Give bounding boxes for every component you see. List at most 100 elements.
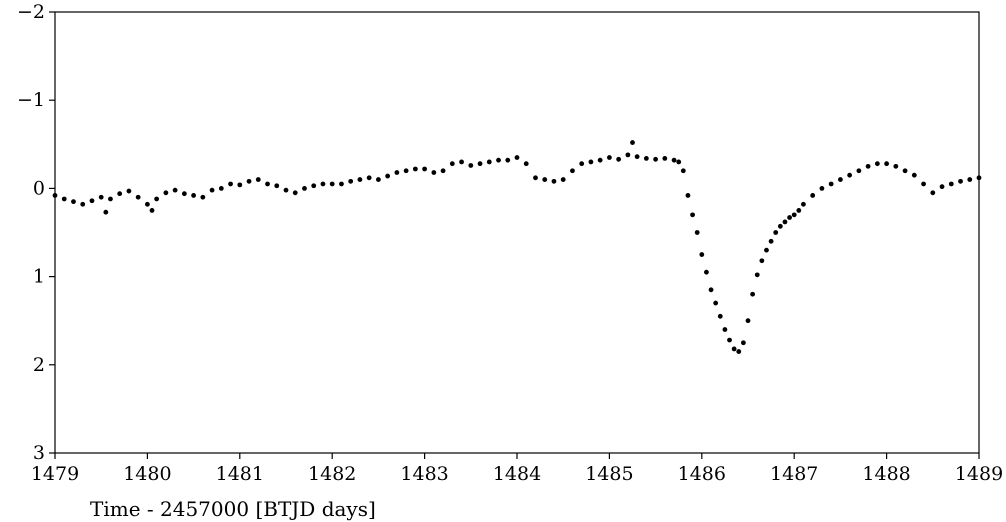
data-point <box>768 238 774 244</box>
data-point <box>403 168 409 174</box>
data-point <box>71 199 76 205</box>
data-point <box>376 177 381 182</box>
data-point <box>787 215 792 220</box>
data-point <box>819 186 825 191</box>
data-point <box>422 166 427 172</box>
data-point <box>616 156 622 162</box>
x-axis-ticks: 1479 1480 1481 1482 1483 1484 1485 1486 1487 1488… <box>31 453 1003 485</box>
data-point <box>838 177 843 182</box>
data-point <box>191 193 197 198</box>
data-points <box>52 140 982 354</box>
data-point <box>339 181 344 187</box>
y-tick-label: −2 <box>17 1 45 23</box>
data-point <box>694 230 700 235</box>
data-point <box>722 327 728 332</box>
data-point <box>357 177 363 182</box>
data-point <box>810 193 816 198</box>
data-point <box>551 178 557 184</box>
data-point <box>255 177 261 182</box>
data-point <box>939 184 945 190</box>
data-point <box>597 157 603 163</box>
data-point <box>108 196 113 202</box>
data-point <box>662 156 668 161</box>
data-point <box>135 194 141 200</box>
data-point <box>796 208 802 213</box>
data-point <box>625 152 631 158</box>
x-tick-label: 1481 <box>216 463 264 485</box>
data-point <box>172 187 178 193</box>
data-point <box>731 346 737 352</box>
data-point <box>329 181 335 187</box>
data-point <box>496 157 501 163</box>
data-point <box>708 287 714 293</box>
data-point <box>828 181 834 187</box>
data-point <box>856 168 862 174</box>
plot-frame <box>54 11 980 454</box>
data-point <box>764 247 769 253</box>
data-point <box>930 190 936 196</box>
data-point <box>685 193 691 198</box>
data-point <box>145 201 150 207</box>
data-point <box>533 175 538 181</box>
data-point <box>237 182 243 188</box>
data-point <box>311 183 317 189</box>
data-point <box>634 154 640 160</box>
data-point <box>759 258 765 264</box>
x-tick-label: 1487 <box>770 463 818 485</box>
data-point <box>902 168 908 174</box>
data-point <box>782 219 788 225</box>
y-tick-label: −1 <box>17 89 45 111</box>
data-point <box>449 161 455 167</box>
data-point <box>921 181 926 187</box>
data-point <box>348 178 354 184</box>
data-point <box>61 196 67 202</box>
data-point <box>717 313 723 319</box>
data-point <box>588 159 594 165</box>
data-point <box>523 161 529 167</box>
x-tick-label: 1480 <box>123 463 171 485</box>
y-axis-ticks: −2 −1 0 1 2 3 <box>17 1 55 464</box>
data-point <box>302 186 307 191</box>
data-point <box>690 212 695 218</box>
y-tick-label: 2 <box>33 354 45 376</box>
data-point <box>117 191 123 197</box>
data-point <box>477 161 483 167</box>
data-point <box>727 337 732 343</box>
data-point <box>967 177 973 182</box>
data-point <box>200 194 206 200</box>
x-tick-label: 1488 <box>862 463 910 485</box>
data-point <box>773 230 779 235</box>
data-point <box>680 168 686 174</box>
data-point <box>320 181 326 187</box>
y-tick-label: 1 <box>33 266 45 288</box>
data-point <box>505 157 511 163</box>
data-point <box>154 196 160 202</box>
data-point <box>713 300 719 306</box>
x-tick-label: 1486 <box>678 463 726 485</box>
data-point <box>542 177 548 182</box>
data-point <box>218 186 224 191</box>
data-point <box>385 173 391 179</box>
data-point <box>246 178 252 184</box>
data-point <box>745 318 751 324</box>
x-tick-label: 1482 <box>308 463 356 485</box>
data-point <box>884 161 889 167</box>
data-point <box>560 177 566 182</box>
data-point <box>607 155 612 160</box>
data-point <box>948 181 954 187</box>
data-point <box>283 187 289 193</box>
x-tick-label: 1483 <box>400 463 448 485</box>
data-point <box>699 252 705 257</box>
data-point <box>736 349 742 354</box>
data-point <box>103 209 109 215</box>
data-point <box>630 140 635 145</box>
data-point <box>791 212 797 218</box>
data-point <box>98 194 104 200</box>
data-point <box>486 159 492 165</box>
data-point <box>163 190 169 196</box>
data-point <box>459 159 464 165</box>
data-point <box>274 183 280 189</box>
x-tick-label: 1485 <box>585 463 633 485</box>
data-point <box>292 190 298 196</box>
